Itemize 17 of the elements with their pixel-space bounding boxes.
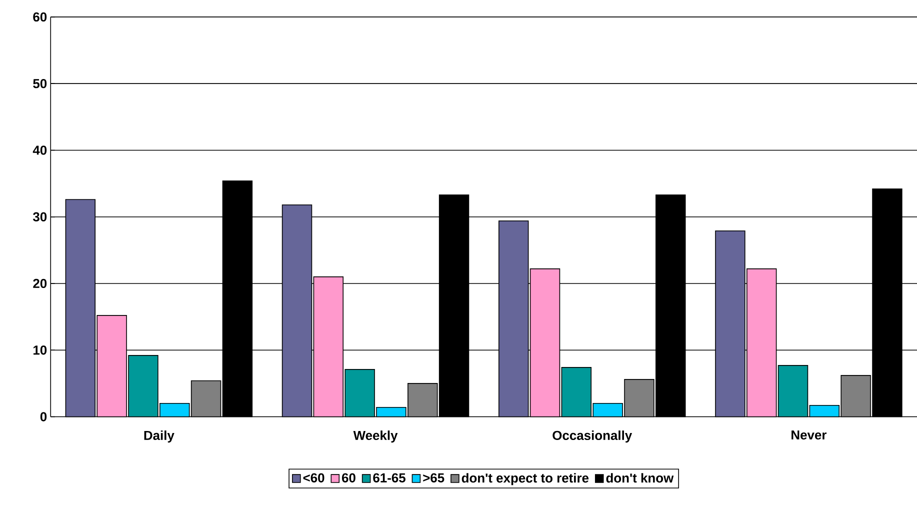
- legend-label: 60: [342, 473, 356, 482]
- x-tick-label: Never: [792, 430, 827, 440]
- legend-label: don't know: [606, 472, 674, 482]
- y-tick-label: 40: [32, 145, 47, 155]
- y-tick-label: 50: [33, 78, 47, 88]
- y-tick-label: 0: [40, 412, 47, 422]
- legend-label: don't expect to retire: [462, 472, 589, 485]
- y-tick-label: 10: [34, 345, 47, 355]
- legend-label: 61-65: [373, 473, 406, 482]
- legend-label: <60: [303, 473, 324, 482]
- y-tick-label: 20: [33, 278, 47, 288]
- y-tick-label: 30: [32, 212, 47, 222]
- x-tick-label: Daily: [144, 430, 174, 442]
- y-tick-label: 60: [33, 12, 47, 22]
- x-tick-label: Occasionally: [552, 430, 632, 442]
- legend-label: >65: [423, 473, 444, 482]
- x-tick-label: Weekly: [353, 430, 398, 442]
